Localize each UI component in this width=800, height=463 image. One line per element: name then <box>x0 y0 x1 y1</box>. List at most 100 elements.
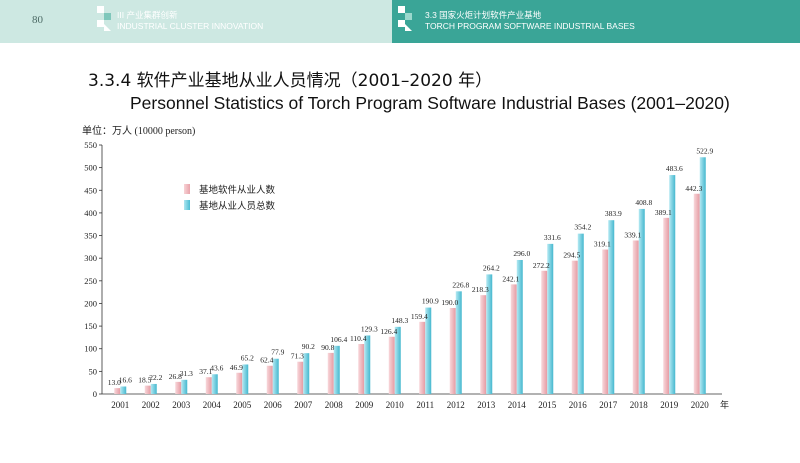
legend-swatch-series-1 <box>184 184 190 194</box>
x-tick-label: 2014 <box>508 400 527 410</box>
x-tick-label: 2015 <box>538 400 557 410</box>
data-label-series-2: 106.4 <box>330 335 347 344</box>
bar-series-1 <box>175 381 182 394</box>
bar-series-2 <box>608 220 615 394</box>
bar-series-2 <box>181 379 188 394</box>
bar-series-1 <box>297 361 304 394</box>
y-tick-label: 400 <box>84 208 97 218</box>
legend-label-series-1: 基地软件从业人数 <box>199 185 276 196</box>
bar-series-2 <box>455 291 462 394</box>
x-tick-label: 2009 <box>355 400 374 410</box>
bar-series-2 <box>242 364 249 394</box>
data-label-series-1: 294.5 <box>563 251 580 260</box>
data-label-series-1: 159.4 <box>411 312 428 321</box>
data-label-series-2: 22.2 <box>149 373 162 382</box>
x-tick-label: 2007 <box>294 400 313 410</box>
header-left-cn: III 产业集群创新 <box>117 10 178 20</box>
header-right-text: 3.3 国家火炬计划软件产业基地 TORCH PROGRAM SOFTWARE … <box>425 10 635 32</box>
data-label-series-2: 331.6 <box>544 233 561 242</box>
data-label-series-2: 90.2 <box>302 342 315 351</box>
bar-series-1 <box>266 365 273 394</box>
x-tick-label: 2004 <box>203 400 222 410</box>
data-label-series-1: 90.8 <box>321 343 334 352</box>
data-label-series-2: 226.8 <box>452 280 469 289</box>
data-label-series-2: 77.9 <box>271 348 284 357</box>
data-label-series-1: 442.3 <box>685 184 702 193</box>
data-label-series-2: 16.6 <box>119 375 132 384</box>
data-label-series-2: 296.0 <box>513 249 530 258</box>
x-tick-label: 2002 <box>142 400 160 410</box>
deco-square-icon <box>398 6 405 13</box>
x-tick-label: 2003 <box>172 400 191 410</box>
y-tick-label: 500 <box>84 163 97 173</box>
bar-series-2 <box>333 345 340 394</box>
header-left-text: III 产业集群创新 INDUSTRIAL CLUSTER INNOVATION <box>117 10 263 32</box>
bar-series-1 <box>510 284 517 394</box>
bar-series-1 <box>358 344 365 394</box>
data-label-series-1: 46.9 <box>230 363 243 372</box>
legend-label-series-2: 基地从业人员总数 <box>199 201 276 212</box>
page-number: 80 <box>32 14 43 26</box>
deco-square-icon <box>97 20 104 27</box>
data-label-series-1: 389.1 <box>655 208 672 217</box>
chart-legend: 基地软件从业人数 基地从业人员总数 <box>184 182 275 214</box>
deco-triangle-icon <box>104 24 111 31</box>
page-header: 80 III 产业集群创新 INDUSTRIAL CLUSTER INNOVAT… <box>0 0 800 43</box>
data-label-series-1: 272.2 <box>533 261 550 270</box>
bar-series-1 <box>144 385 151 394</box>
bar-series-2 <box>577 233 584 394</box>
bar-series-2 <box>425 307 432 394</box>
bar-series-1 <box>327 352 334 394</box>
x-tick-label: 2012 <box>447 400 465 410</box>
data-label-series-1: 190.0 <box>441 298 458 307</box>
bar-series-1 <box>663 217 670 394</box>
data-label-series-1: 242.1 <box>502 274 519 283</box>
bar-series-1 <box>480 295 487 394</box>
legend-item-series-2: 基地从业人员总数 <box>184 198 275 212</box>
data-label-series-1: 13.0 <box>108 378 121 387</box>
bar-series-2 <box>516 259 523 394</box>
deco-square-icon <box>405 13 412 20</box>
x-axis-unit-label: 年 <box>720 399 729 411</box>
x-tick-label: 2011 <box>416 400 434 410</box>
data-label-series-1: 62.4 <box>260 356 273 365</box>
y-tick-label: 550 <box>84 140 97 150</box>
deco-triangle-icon <box>405 24 412 31</box>
bar-series-2 <box>364 335 371 394</box>
bar-series-1 <box>693 193 700 394</box>
bar-series-2 <box>669 175 676 394</box>
chart-subtitle: Personnel Statistics of Torch Program So… <box>130 93 730 113</box>
deco-square-icon <box>398 20 405 27</box>
bar-series-2 <box>547 243 554 394</box>
x-tick-label: 2017 <box>599 400 618 410</box>
data-label-series-2: 148.3 <box>391 316 408 325</box>
y-tick-label: 100 <box>84 344 97 354</box>
bar-series-1 <box>602 249 609 394</box>
data-label-series-2: 31.3 <box>180 369 193 378</box>
legend-swatch-series-2 <box>184 200 190 210</box>
data-label-series-2: 383.9 <box>605 209 622 218</box>
data-label-series-1: 18.5 <box>138 376 151 385</box>
bar-series-2 <box>120 386 127 394</box>
bar-series-1 <box>114 388 121 394</box>
header-right-en: TORCH PROGRAM SOFTWARE INDUSTRIAL BASES <box>425 21 635 31</box>
x-tick-label: 2008 <box>325 400 344 410</box>
header-right-cn: 3.3 国家火炬计划软件产业基地 <box>425 10 542 20</box>
bar-series-1 <box>632 240 639 394</box>
data-label-series-1: 339.1 <box>624 230 641 239</box>
x-tick-label: 2013 <box>477 400 496 410</box>
bar-series-2 <box>150 383 157 394</box>
data-label-series-1: 319.1 <box>594 240 611 249</box>
bar-series-2 <box>699 157 706 394</box>
data-label-series-2: 43.6 <box>210 363 223 372</box>
y-tick-label: 50 <box>89 366 98 376</box>
bar-series-1 <box>571 260 578 394</box>
deco-square-icon <box>97 6 104 13</box>
data-label-series-1: 110.4 <box>350 334 367 343</box>
data-label-series-1: 218.3 <box>472 285 489 294</box>
data-label-series-2: 408.8 <box>635 198 652 207</box>
y-tick-label: 350 <box>84 231 97 241</box>
y-tick-label: 300 <box>84 253 97 263</box>
bar-series-1 <box>541 270 548 394</box>
